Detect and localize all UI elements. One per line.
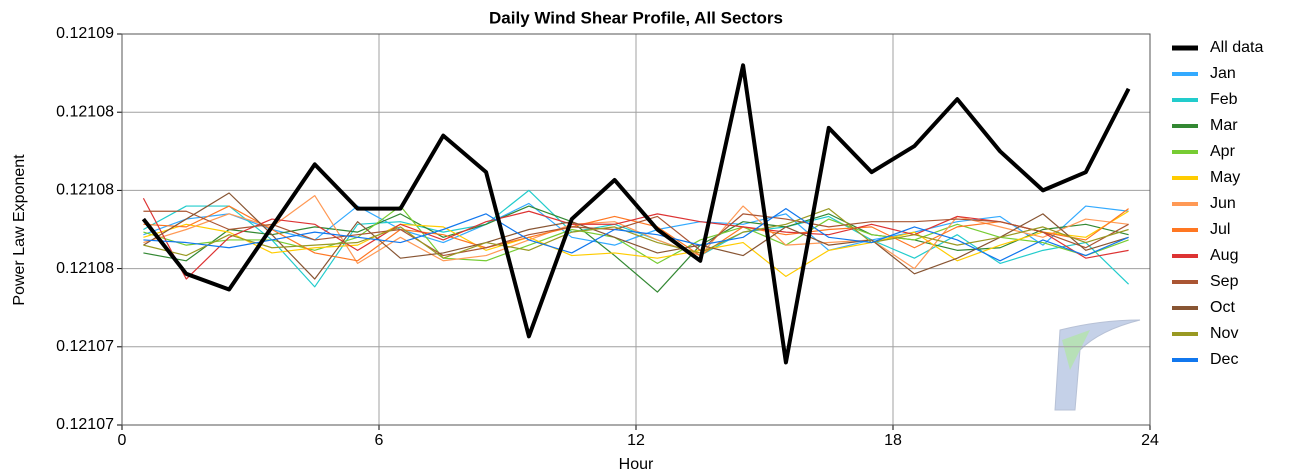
y-tick-label: 0.12107 (56, 416, 114, 433)
watermark (1054, 319, 1141, 411)
y-axis-label: Power Law Exponent (11, 154, 28, 306)
series-line (142, 197, 1129, 280)
legend-label: Jan (1210, 65, 1236, 82)
x-tick-label: 12 (627, 432, 645, 449)
legend-label: Nov (1210, 325, 1238, 342)
x-axis-label: Hour (619, 456, 654, 473)
y-tick-label: 0.12108 (56, 260, 114, 277)
legend-label: Jun (1210, 195, 1236, 212)
legend-label: Mar (1210, 117, 1238, 134)
legend-label: Feb (1210, 91, 1238, 108)
legend-label: Aug (1210, 247, 1238, 264)
series-line (143, 205, 1129, 262)
series-line (143, 205, 1129, 293)
legend-label: Apr (1210, 143, 1236, 160)
legend-label: May (1210, 169, 1240, 186)
series-line (141, 63, 1131, 365)
chart-title: Daily Wind Shear Profile, All Sectors (489, 8, 783, 27)
y-tick-label: 0.12109 (56, 25, 114, 42)
plot-border (121, 33, 1151, 426)
x-tick-label: 0 (118, 432, 127, 449)
series-line (143, 210, 1129, 257)
legend-label: Oct (1210, 299, 1235, 316)
legend-label: All data (1210, 39, 1263, 56)
x-tick-label: 18 (884, 432, 902, 449)
x-tick-label: 24 (1141, 432, 1159, 449)
series-line (143, 202, 1129, 251)
x-tick-label: 6 (375, 432, 384, 449)
y-tick-label: 0.12108 (56, 182, 114, 199)
series-line (143, 192, 1129, 280)
y-tick-label: 0.12108 (56, 103, 114, 120)
y-tick-label: 0.12107 (56, 338, 114, 355)
legend-label: Sep (1210, 273, 1239, 290)
legend-label: Jul (1210, 221, 1230, 238)
legend-label: Dec (1210, 351, 1238, 368)
series-line (143, 195, 1129, 270)
series-line (143, 208, 1129, 262)
